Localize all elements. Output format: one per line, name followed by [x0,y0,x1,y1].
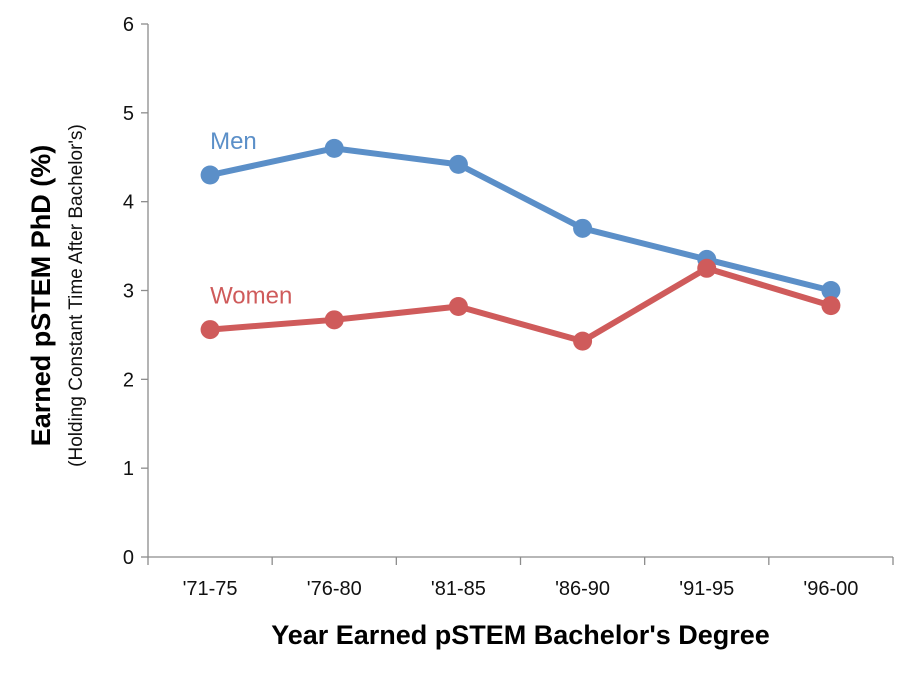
x-axis-title: Year Earned pSTEM Bachelor's Degree [271,620,770,650]
y-tick-label: 2 [123,369,134,391]
x-tick-label: '71-75 [183,578,238,600]
y-tick-label: 1 [123,458,134,480]
data-point-men [324,138,344,158]
data-point-men [448,154,468,174]
y-axis-subtitle: (Holding Constant Time After Bachelor's) [66,124,87,467]
x-ticks: '71-75 '76-80 '81-85 '86-90 '91-95 '96-00 [147,557,894,600]
data-point-women [324,310,344,330]
data-point-men [821,281,841,300]
series-label-women: Women [210,283,292,310]
data-point-women [448,296,468,316]
y-tick-label: 4 [123,192,134,214]
y-ticks: 0 1 2 3 4 5 6 [123,14,148,569]
x-tick-label: '86-90 [555,578,610,600]
x-tick-label: '91-95 [679,578,734,600]
x-tick-label: '96-00 [803,578,858,600]
series-line-women [207,265,834,345]
series-women: Women [200,258,841,351]
series-men: Men [200,128,841,300]
data-point-women [200,320,220,340]
series-line-men [207,145,834,294]
y-tick-label: 5 [123,103,134,125]
data-point-women [697,258,717,278]
x-tick-label: '81-85 [431,578,486,600]
x-tick-label: '76-80 [307,578,362,600]
y-tick-label: 6 [123,14,134,36]
data-point-men [573,218,593,238]
y-axis-title: Earned pSTEM PhD (%) [26,145,56,447]
data-point-men [200,165,220,185]
y-tick-label: 3 [123,281,134,303]
data-point-women [821,296,841,316]
series-label-men: Men [210,128,257,155]
y-tick-label: 0 [123,547,134,569]
series: Men Women [200,128,841,351]
data-point-women [573,331,593,351]
